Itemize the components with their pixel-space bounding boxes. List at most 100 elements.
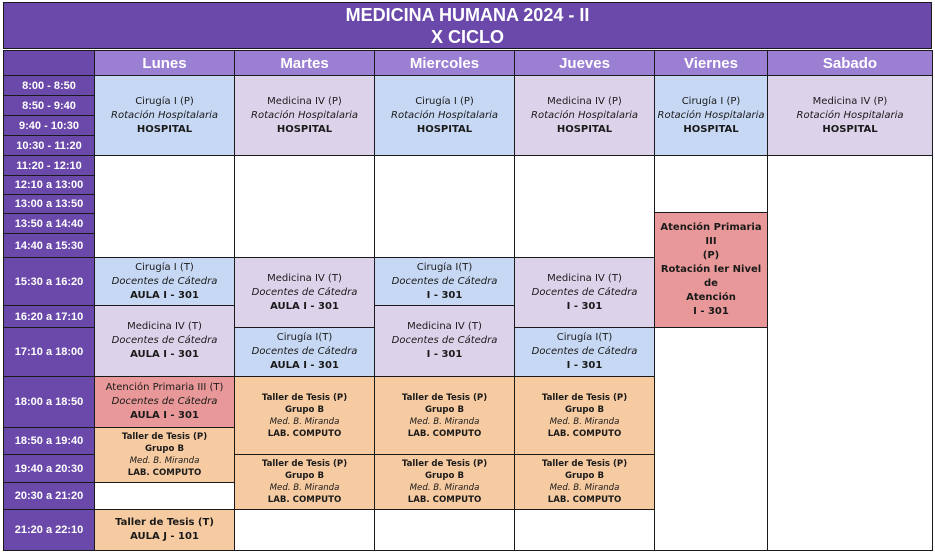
room-name: HOSPITAL bbox=[822, 123, 878, 135]
class-block: Medicina IV (P) Rotación Hospitalaria HOSP… bbox=[514, 75, 655, 156]
title-line-2: X CICLO bbox=[430, 26, 504, 47]
time-slot-label: 20:30 a 21:20 bbox=[3, 482, 95, 510]
class-block: Taller de Tesis (P) Grupo B Med. B. Mirand… bbox=[234, 454, 375, 510]
time-slot-label: 21:20 a 22:10 bbox=[3, 509, 95, 551]
course-name: Cirugía I (T) bbox=[135, 261, 194, 273]
class-block: Medicina IV (P) Rotación Hospitalaria HOSP… bbox=[767, 75, 933, 156]
course-name: Cirugía I(T) bbox=[276, 332, 333, 343]
time-slot-label: 9:40 - 10:30 bbox=[3, 115, 95, 136]
teacher-name: Rotación Hospitalaria bbox=[251, 109, 358, 121]
course-name: Cirugía I (P) bbox=[415, 95, 474, 107]
empty-slot bbox=[94, 482, 235, 510]
empty-slot bbox=[767, 155, 933, 551]
teacher-name: Med. B. Miranda bbox=[269, 483, 340, 493]
course-name: Medicina IV (P) bbox=[267, 95, 342, 107]
teacher-name: Med. B. Miranda bbox=[129, 456, 200, 466]
room-name: AULA I - 301 bbox=[130, 410, 199, 421]
time-slot-label: 10:30 - 11:20 bbox=[3, 135, 95, 156]
course-name: Taller de Tesis (P) bbox=[541, 459, 628, 469]
teacher-name: Docentes de Cátedra bbox=[531, 286, 638, 298]
teacher-name: Rotación Hospitalaria bbox=[796, 109, 904, 121]
time-slot-label: 13:50 a 14:40 bbox=[3, 213, 95, 234]
time-slot-label: 15:30 a 16:20 bbox=[3, 257, 95, 306]
teacher-name: Docentes de Cátedra bbox=[251, 286, 358, 298]
room-name: LAB. COMPUTO bbox=[547, 428, 622, 439]
day-header-sabado: Sabado bbox=[767, 50, 933, 76]
time-slot-label: 18:50 a 19:40 bbox=[3, 427, 95, 455]
day-header-jueves: Jueves bbox=[514, 50, 655, 76]
empty-slot bbox=[234, 155, 375, 258]
teacher-name: Docentes de Cátedra bbox=[531, 346, 638, 357]
group-name: Grupo B bbox=[564, 471, 604, 481]
teacher-name: Med. B. Miranda bbox=[549, 483, 620, 493]
teacher-name: Docentes de Cátedra bbox=[391, 275, 498, 287]
day-header-martes: Martes bbox=[234, 50, 375, 76]
day-header-viernes: Viernes bbox=[654, 50, 768, 76]
class-block: Medicina IV (T) Docentes de Cátedra I - 30… bbox=[374, 305, 515, 377]
room-name: I - 301 bbox=[426, 289, 463, 301]
group-name: Grupo B bbox=[424, 471, 464, 481]
group-name: Grupo B bbox=[564, 404, 604, 415]
empty-slot bbox=[374, 509, 515, 551]
class-block: Cirugía I (P) Rotación Hospitalaria HOSPIT… bbox=[94, 75, 235, 156]
group-name: Grupo B bbox=[284, 471, 324, 481]
teacher-name: Docentes de Cátedra bbox=[251, 346, 358, 357]
room-name: LAB. COMPUTO bbox=[407, 495, 482, 505]
teacher-name: Med. B. Miranda bbox=[549, 416, 620, 427]
course-name: Taller de Tesis (P) bbox=[401, 392, 488, 403]
course-name: Taller de Tesis (P) bbox=[541, 392, 628, 403]
title-line-1: MEDICINA HUMANA 2024 - II bbox=[345, 4, 590, 25]
room-name: LAB. COMPUTO bbox=[267, 428, 342, 439]
room-name: HOSPITAL bbox=[556, 123, 613, 135]
course-name: Atención bbox=[686, 292, 736, 303]
time-slot-label: 19:40 a 20:30 bbox=[3, 454, 95, 483]
room-name: AULA I - 301 bbox=[270, 300, 339, 312]
corner-cell bbox=[3, 50, 95, 76]
course-name: Medicina IV (P) bbox=[547, 95, 622, 107]
room-name: HOSPITAL bbox=[416, 123, 473, 135]
group-name: Grupo B bbox=[424, 404, 464, 415]
class-block: Taller de Tesis (P) Grupo B Med. B. Mirand… bbox=[374, 376, 515, 455]
class-block: Atención Primaria III (T) Docentes de Cát… bbox=[94, 376, 235, 428]
course-name: Cirugía I (P) bbox=[135, 95, 194, 107]
teacher-name: Med. B. Miranda bbox=[409, 483, 480, 493]
course-name: Taller de Tesis (P) bbox=[261, 459, 348, 469]
course-name: Cirugía I(T) bbox=[416, 261, 473, 273]
room-name: LAB. COMPUTO bbox=[267, 495, 342, 505]
time-slot-label: 17:10 a 18:00 bbox=[3, 327, 95, 377]
course-name: Medicina IV (T) bbox=[407, 321, 482, 332]
course-name: Medicina IV (P) bbox=[812, 95, 888, 107]
day-header-lunes: Lunes bbox=[94, 50, 235, 76]
room-name: I - 301 bbox=[566, 360, 603, 371]
course-name: Taller de Tesis (P) bbox=[261, 392, 348, 403]
course-name: Medicina IV (T) bbox=[547, 272, 622, 284]
class-block: Atención Primaria III (P) Rotación Ier Niv… bbox=[654, 212, 768, 328]
class-block: Taller de Tesis (P) Grupo B Med. B. Mirand… bbox=[94, 427, 235, 483]
room-name: HOSPITAL bbox=[276, 123, 333, 135]
room-name: I - 301 bbox=[693, 306, 729, 317]
class-block: Cirugía I (P) Rotación Hospitalaria HOSPIT… bbox=[654, 75, 768, 156]
empty-slot bbox=[514, 509, 655, 551]
course-name: Taller de Tesis (T) bbox=[115, 517, 214, 528]
teacher-name: Docentes de Cátedra bbox=[111, 335, 218, 346]
teacher-name: Rotación Hospitalaria bbox=[657, 109, 765, 121]
course-name: Atención Primaria III (T) bbox=[105, 382, 224, 393]
time-slot-label: 8:00 - 8:50 bbox=[3, 75, 95, 96]
teacher-name: Docentes de Cátedra bbox=[391, 335, 498, 346]
teacher-name: Rotación Hospitalaria bbox=[531, 109, 638, 121]
class-block: Cirugía I(T) Docentes de Cátedra I - 301 bbox=[374, 257, 515, 306]
course-name: Taller de Tesis (P) bbox=[121, 432, 208, 442]
time-slot-label: 13:00 a 13:50 bbox=[3, 194, 95, 214]
room-name: HOSPITAL bbox=[136, 123, 193, 135]
time-slot-label: 8:50 - 9:40 bbox=[3, 95, 95, 116]
teacher-name: Rotación Hospitalaria bbox=[111, 109, 218, 121]
room-name: I - 301 bbox=[426, 349, 463, 360]
room-name: I - 301 bbox=[566, 300, 603, 312]
time-slot-label: 12:10 a 13:00 bbox=[3, 175, 95, 195]
class-block: Cirugía I(T) Docentes de Cátedra AULA I - … bbox=[234, 327, 375, 377]
course-name: Medicina IV (T) bbox=[127, 321, 202, 332]
room-name: AULA I - 301 bbox=[270, 360, 339, 371]
room-name: LAB. COMPUTO bbox=[407, 428, 482, 439]
teacher-name: Docentes de Cátedra bbox=[111, 275, 218, 287]
